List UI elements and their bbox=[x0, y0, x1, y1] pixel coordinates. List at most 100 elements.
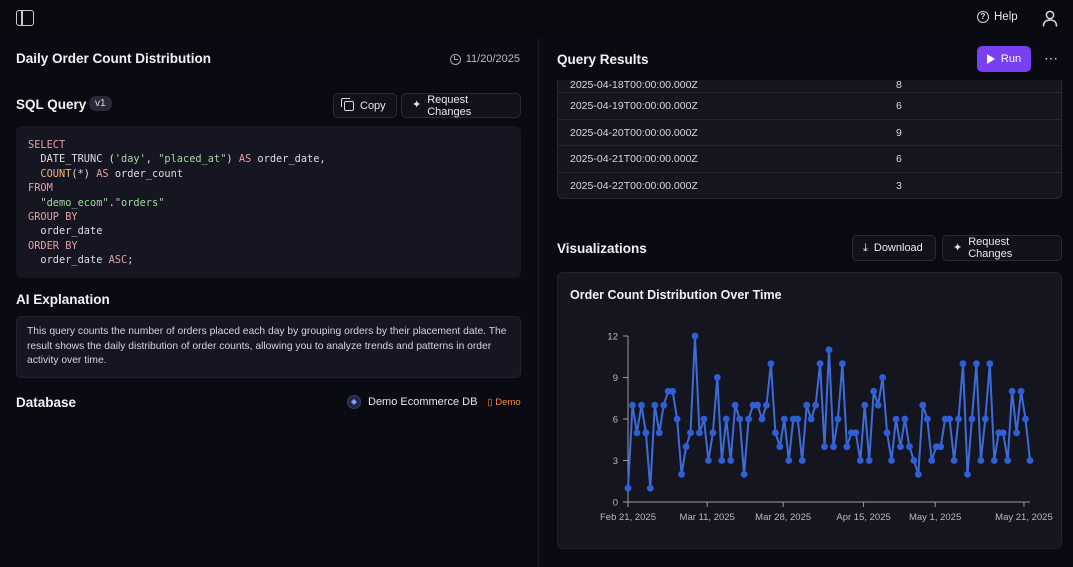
y-tick-label: 6 bbox=[613, 415, 618, 426]
data-point bbox=[946, 415, 953, 423]
row-date: 2025-04-22T00:00:00.000Z bbox=[570, 179, 698, 192]
results-table[interactable]: 2025-04-18T00:00:00.000Z 8 2025-04-19T00… bbox=[557, 80, 1062, 199]
data-point bbox=[772, 429, 779, 437]
data-point bbox=[745, 415, 752, 423]
data-point bbox=[731, 401, 739, 409]
data-point bbox=[986, 360, 994, 368]
query-date: 11/20/2025 bbox=[449, 53, 520, 65]
chart-card: Order Count Distribution Over Time 0 3 6 9 1… bbox=[557, 272, 1062, 549]
download-button[interactable]: ⤓ Download bbox=[852, 235, 936, 261]
data-point bbox=[705, 457, 712, 464]
data-point bbox=[740, 470, 748, 478]
user-icon[interactable] bbox=[1042, 10, 1058, 27]
x-tick-label: May 1, 2025 bbox=[909, 512, 961, 523]
data-point bbox=[709, 429, 717, 437]
data-point bbox=[682, 443, 690, 451]
data-point bbox=[798, 457, 806, 464]
download-icon: ⤓ bbox=[863, 241, 868, 254]
data-point bbox=[1004, 457, 1012, 464]
request-changes-label: Request Changes bbox=[427, 93, 472, 118]
data-point bbox=[807, 415, 815, 423]
data-point bbox=[633, 429, 641, 437]
viz-request-changes-button[interactable]: ✦ Request Changes bbox=[942, 235, 1062, 261]
data-point bbox=[687, 429, 694, 437]
run-label: Run bbox=[1000, 53, 1022, 65]
data-point bbox=[901, 415, 909, 423]
sql-code-block[interactable]: SELECT DATE_TRUNC ('day', "placed_at") A… bbox=[16, 126, 521, 278]
row-date: 2025-04-18T00:00:00.000Z bbox=[570, 80, 698, 91]
data-point bbox=[968, 415, 976, 423]
data-point bbox=[825, 346, 833, 354]
sidebar-toggle-icon[interactable] bbox=[16, 10, 34, 26]
data-point bbox=[999, 429, 1007, 437]
data-point bbox=[910, 457, 918, 464]
data-point bbox=[669, 387, 677, 395]
row-count: 6 bbox=[896, 100, 902, 112]
data-point bbox=[696, 429, 703, 437]
data-point bbox=[883, 429, 891, 437]
data-point bbox=[638, 401, 645, 409]
data-point bbox=[812, 401, 819, 409]
data-point bbox=[977, 457, 985, 464]
copy-label: Copy bbox=[360, 99, 386, 112]
download-label: Download bbox=[873, 242, 923, 254]
data-point bbox=[973, 360, 980, 368]
copy-button[interactable]: Copy bbox=[333, 93, 397, 118]
title-row: Daily Order Count Distribution 11/20/202… bbox=[16, 51, 520, 71]
data-point bbox=[646, 484, 654, 492]
table-row: 2025-04-21T00:00:00.000Z 6 bbox=[558, 146, 1061, 173]
data-point bbox=[767, 360, 775, 368]
visualizations-heading: Visualizations bbox=[557, 241, 647, 256]
data-point bbox=[879, 374, 886, 381]
x-tick-label: Mar 11, 2025 bbox=[680, 512, 735, 523]
table-row: 2025-04-22T00:00:00.000Z 3 bbox=[558, 173, 1061, 199]
query-details-panel: Daily Order Count Distribution 11/20/202… bbox=[0, 38, 539, 567]
data-point bbox=[856, 457, 864, 464]
help-icon: ? bbox=[977, 11, 989, 23]
row-count: 9 bbox=[896, 126, 902, 139]
row-count: 3 bbox=[896, 179, 902, 192]
help-link[interactable]: ? Help bbox=[977, 11, 1018, 23]
series-line bbox=[627, 335, 1031, 489]
more-options-icon[interactable]: ⋯ bbox=[1044, 50, 1059, 66]
line-chart[interactable]: 0 3 6 9 12 Feb 21, 2025 Mar 11, 2025 Mar 28, 20… bbox=[558, 273, 1063, 550]
data-point bbox=[1008, 387, 1016, 395]
data-point bbox=[794, 415, 802, 423]
data-point bbox=[763, 401, 770, 409]
run-button[interactable]: Run bbox=[977, 46, 1031, 72]
database-icon: ◆ bbox=[347, 395, 361, 409]
ai-explanation-text: This query counts the number of orders p… bbox=[16, 316, 521, 378]
data-point bbox=[736, 415, 744, 423]
data-point bbox=[727, 457, 735, 464]
data-point bbox=[758, 415, 766, 423]
data-point bbox=[1013, 429, 1020, 437]
data-point bbox=[865, 457, 873, 464]
table-row: 2025-04-18T00:00:00.000Z 8 bbox=[558, 80, 1061, 93]
data-point bbox=[928, 457, 936, 464]
data-point bbox=[981, 415, 989, 423]
data-point bbox=[718, 457, 726, 464]
data-point bbox=[642, 429, 650, 437]
help-label: Help bbox=[994, 11, 1018, 23]
data-point bbox=[1017, 387, 1025, 395]
row-date: 2025-04-20T00:00:00.000Z bbox=[570, 126, 698, 139]
x-tick-label: Mar 28, 2025 bbox=[755, 512, 811, 523]
request-changes-button[interactable]: ✦ Request Changes bbox=[401, 93, 521, 118]
database-heading: Database bbox=[16, 395, 77, 410]
demo-label: Demo bbox=[495, 396, 521, 408]
row-date: 2025-04-19T00:00:00.000Z bbox=[570, 100, 698, 112]
data-point bbox=[691, 332, 699, 340]
data-point bbox=[673, 415, 681, 423]
sql-query-heading: SQL Query bbox=[16, 97, 87, 112]
y-tick-label: 0 bbox=[613, 498, 618, 509]
data-point bbox=[713, 374, 721, 381]
sparkle-icon: ✦ bbox=[412, 99, 422, 111]
data-point bbox=[897, 443, 904, 451]
y-tick-label: 3 bbox=[613, 456, 618, 467]
data-point bbox=[950, 457, 958, 464]
data-point bbox=[700, 415, 708, 423]
clock-icon bbox=[449, 53, 461, 65]
page-title: Daily Order Count Distribution bbox=[16, 51, 212, 66]
y-tick-label: 12 bbox=[607, 332, 618, 343]
sql-header: SQL Query v1 Copy ✦ Request Changes bbox=[16, 93, 521, 119]
